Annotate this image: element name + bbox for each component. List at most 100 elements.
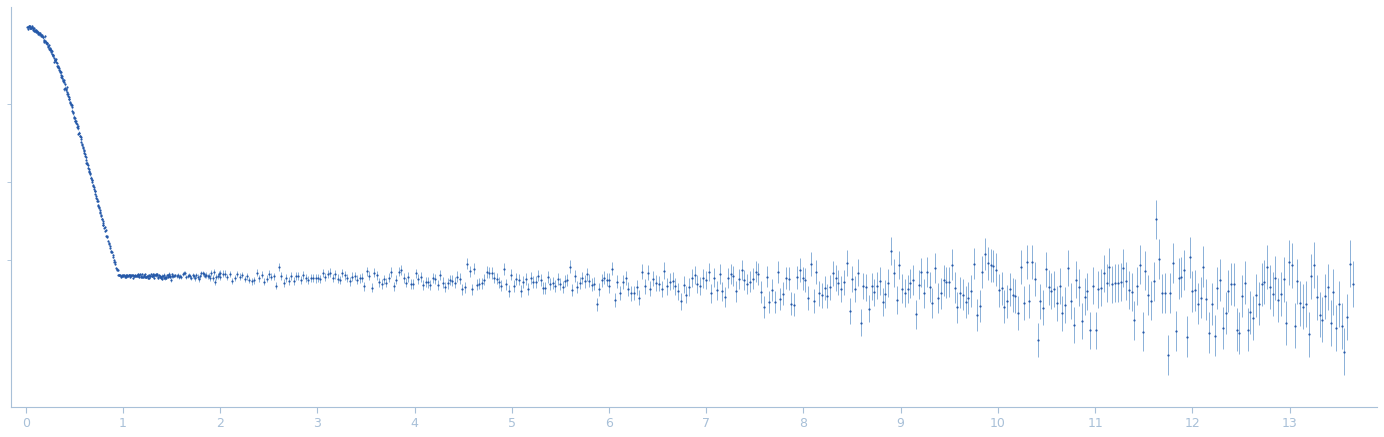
Point	[145, 271, 167, 278]
Point	[464, 265, 486, 272]
Point	[855, 284, 877, 291]
Point	[803, 298, 825, 305]
Point	[44, 57, 66, 64]
Point	[197, 273, 219, 280]
Point	[753, 303, 775, 310]
Point	[1235, 279, 1257, 286]
Point	[94, 223, 116, 230]
Point	[583, 280, 605, 287]
Point	[238, 277, 260, 284]
Point	[1077, 288, 1099, 295]
Point	[75, 160, 97, 166]
Point	[426, 281, 448, 288]
Point	[938, 278, 960, 285]
Point	[458, 268, 480, 275]
Point	[320, 269, 342, 276]
Point	[66, 124, 89, 131]
Point	[808, 290, 830, 297]
Point	[866, 282, 889, 289]
Point	[46, 60, 68, 67]
Point	[26, 28, 48, 35]
Point	[111, 273, 133, 280]
Point	[814, 284, 836, 291]
Point	[62, 110, 84, 117]
Point	[86, 194, 108, 201]
Point	[148, 272, 170, 279]
Point	[311, 270, 334, 277]
Point	[1093, 270, 1116, 277]
Point	[32, 33, 54, 40]
Point	[54, 86, 76, 93]
Point	[86, 198, 108, 205]
Point	[1149, 256, 1171, 263]
Point	[1266, 297, 1289, 304]
Point	[206, 272, 228, 279]
Point	[165, 272, 187, 279]
Point	[1232, 292, 1254, 299]
Point	[24, 27, 46, 34]
Point	[131, 274, 154, 281]
Point	[817, 292, 839, 299]
Point	[170, 273, 192, 280]
Point	[115, 273, 137, 280]
Point	[87, 203, 109, 210]
Point	[169, 273, 191, 280]
Point	[541, 279, 563, 286]
Point	[192, 271, 215, 277]
Point	[1179, 253, 1201, 260]
Point	[17, 23, 39, 30]
Point	[569, 279, 591, 286]
Point	[639, 285, 662, 292]
Point	[1190, 294, 1212, 301]
Point	[75, 152, 97, 159]
Point	[113, 271, 136, 278]
Point	[118, 271, 140, 278]
Point	[65, 119, 87, 126]
Point	[58, 95, 80, 102]
Point	[595, 276, 617, 283]
Point	[1302, 262, 1324, 269]
Point	[340, 273, 363, 280]
Point	[1187, 300, 1210, 307]
Point	[152, 273, 174, 280]
Point	[789, 267, 811, 274]
Point	[883, 269, 905, 276]
Point	[1021, 259, 1044, 266]
Point	[717, 274, 739, 281]
Point	[184, 275, 206, 282]
Point	[69, 135, 91, 142]
Point	[781, 300, 803, 307]
Point	[25, 27, 47, 34]
Point	[473, 276, 495, 283]
Point	[983, 262, 1005, 269]
Point	[40, 46, 62, 53]
Point	[151, 272, 173, 279]
Point	[28, 29, 50, 36]
Point	[79, 169, 101, 176]
Point	[84, 192, 107, 199]
Point	[37, 45, 60, 52]
Point	[972, 269, 994, 276]
Point	[996, 298, 1019, 305]
Point	[512, 278, 534, 285]
Point	[231, 271, 253, 278]
Point	[819, 284, 841, 291]
Point	[530, 276, 552, 283]
Point	[30, 32, 53, 39]
Point	[154, 271, 176, 278]
Point	[1247, 300, 1269, 307]
Point	[55, 90, 78, 97]
Point	[591, 277, 613, 284]
Point	[368, 279, 390, 286]
Point	[163, 272, 185, 279]
Point	[1311, 316, 1333, 323]
Point	[509, 287, 531, 294]
Point	[626, 284, 648, 291]
Point	[19, 24, 42, 31]
Point	[811, 292, 833, 299]
Point	[151, 275, 173, 282]
Point	[188, 276, 210, 283]
Point	[916, 269, 938, 276]
Point	[1237, 326, 1259, 333]
Point	[28, 31, 50, 38]
